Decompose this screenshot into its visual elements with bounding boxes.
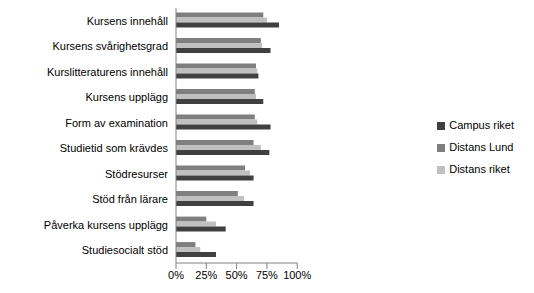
svg-text:0%: 0% bbox=[168, 269, 184, 281]
html-text:Distans Lund: Distans Lund bbox=[449, 140, 514, 153]
svg-text:Kursens svårighetsgrad: Kursens svårighetsgrad bbox=[52, 40, 168, 52]
svg-text:75%: 75% bbox=[256, 269, 278, 281]
svg-text:Form av examination: Form av examination bbox=[65, 117, 168, 129]
svg-text:25%: 25% bbox=[195, 269, 217, 281]
svg-text:Studietid som krävdes: Studietid som krävdes bbox=[60, 142, 169, 154]
html-text:Distans riket: Distans riket bbox=[449, 162, 510, 175]
svg-text:Kurslitteraturens innehåll: Kurslitteraturens innehåll bbox=[47, 66, 168, 78]
svg-text:Kursens innehåll: Kursens innehåll bbox=[87, 15, 168, 27]
svg-text:Påverka kursens upplägg: Påverka kursens upplägg bbox=[44, 219, 168, 231]
html-text:Campus riket: Campus riket bbox=[449, 118, 514, 131]
svg-text:50%: 50% bbox=[226, 269, 248, 281]
svg-text:Kursens upplägg: Kursens upplägg bbox=[85, 91, 168, 103]
svg-text:Studiesocialt stöd: Studiesocialt stöd bbox=[82, 244, 168, 256]
svg-text:Stöd från lärare: Stöd från lärare bbox=[92, 193, 168, 205]
svg-text:100%: 100% bbox=[283, 269, 311, 281]
svg-text:Stödresurser: Stödresurser bbox=[105, 168, 168, 180]
